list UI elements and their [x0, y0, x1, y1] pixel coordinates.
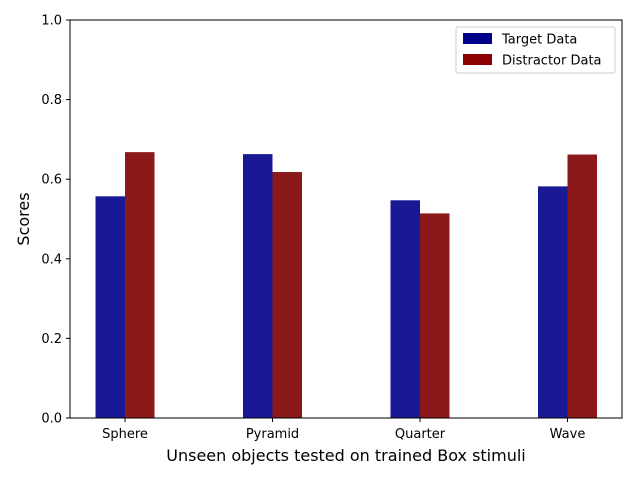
bars-layer [95, 152, 597, 419]
y-tick-label: 0.2 [41, 332, 62, 347]
legend-swatch [463, 54, 492, 65]
x-axis: Sphere Pyramid Quarter Wave [102, 418, 585, 442]
bar-distractor-data-wave [567, 154, 597, 419]
x-tick-label: Wave [550, 427, 586, 442]
y-tick-label: 0.8 [41, 93, 62, 108]
y-tick-label: 1.0 [41, 14, 62, 29]
y-axis: 0.0 0.2 0.4 0.6 0.8 1.0 [41, 14, 70, 427]
y-tick-label: 0.6 [41, 173, 62, 188]
legend-swatch [463, 33, 492, 44]
y-tick-label: 0.4 [41, 252, 62, 267]
bar-distractor-data-pyramid [272, 172, 302, 418]
bar-distractor-data-quarter [420, 213, 450, 418]
y-tick-label: 0.0 [41, 412, 62, 427]
legend-label: Distractor Data [502, 54, 602, 69]
legend-box [455, 26, 616, 74]
bar-target-data-pyramid [243, 154, 273, 418]
bar-target-data-wave [538, 186, 568, 418]
bar-target-data-quarter [390, 200, 420, 418]
legend: Target Data Distractor Data [455, 26, 616, 74]
legend-label: Target Data [501, 33, 577, 48]
x-tick-label: Sphere [102, 427, 148, 442]
bar-distractor-data-sphere [125, 152, 155, 419]
bar-target-data-sphere [95, 196, 125, 418]
x-tick-label: Pyramid [246, 427, 299, 442]
x-axis-label: Unseen objects tested on trained Box sti… [166, 446, 525, 465]
y-axis-label: Scores [14, 192, 33, 245]
plot-frame [69, 19, 623, 419]
x-tick-label: Quarter [395, 427, 446, 442]
